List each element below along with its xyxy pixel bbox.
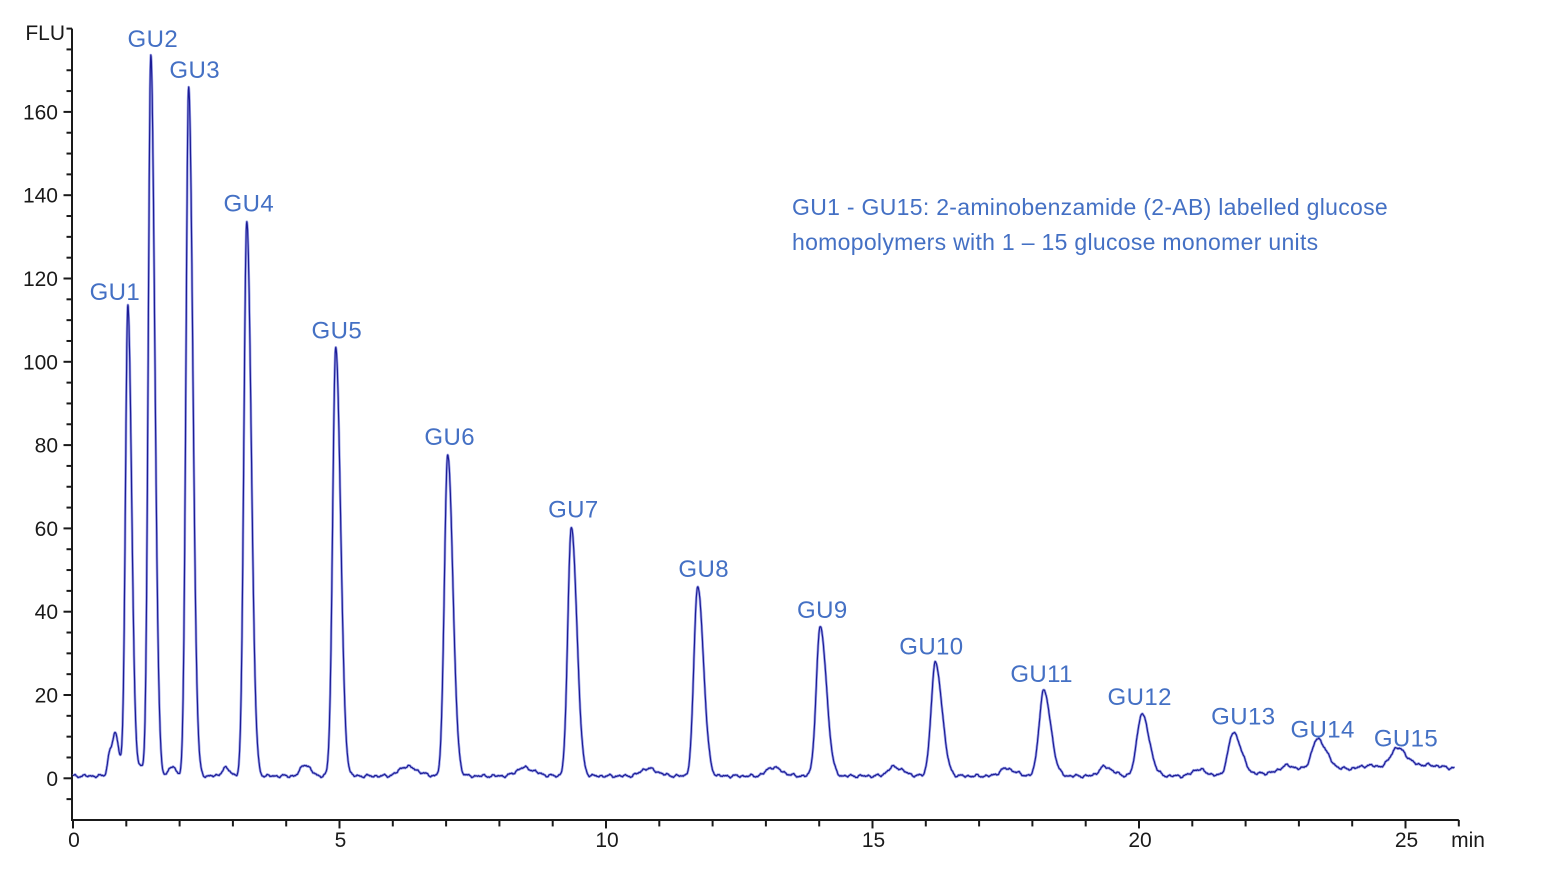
x-tick-label: 0 xyxy=(68,829,80,852)
peak-label-gu8: GU8 xyxy=(678,556,729,583)
x-tick-label: 25 xyxy=(1395,829,1418,852)
peak-label-gu12: GU12 xyxy=(1108,684,1172,711)
peak-label-gu5: GU5 xyxy=(312,317,363,344)
peak-label-gu15: GU15 xyxy=(1374,726,1438,753)
peak-label-gu10: GU10 xyxy=(899,633,963,660)
peak-label-gu1: GU1 xyxy=(90,279,141,306)
trace-layer xyxy=(72,53,1456,780)
peak-label-gu7: GU7 xyxy=(548,496,599,523)
peak-label-gu3: GU3 xyxy=(169,57,220,84)
y-tick-label: 60 xyxy=(35,518,58,541)
y-tick-label: 120 xyxy=(23,268,58,291)
peak-label-gu11: GU11 xyxy=(1010,661,1073,688)
y-tick-label: 80 xyxy=(35,435,58,458)
peak-label-gu2: GU2 xyxy=(128,26,179,53)
peak-label-gu9: GU9 xyxy=(797,597,848,624)
peak-label-gu14: GU14 xyxy=(1290,716,1354,743)
y-tick-label: 140 xyxy=(23,185,58,208)
peak-label-gu13: GU13 xyxy=(1211,703,1275,730)
chromatogram-trace xyxy=(72,54,1455,779)
x-tick-label: 10 xyxy=(595,829,618,852)
chromatogram-trace-halo xyxy=(72,53,1456,780)
x-tick-label: 5 xyxy=(335,829,347,852)
peak-label-layer: GU1 GU2 GU3 GU4 GU5 GU6 GU7 GU8 GU9 GU10 GU11 GU12 G… xyxy=(90,26,1438,753)
annotation-line-2: homopolymers with 1 – 15 glucose monomer… xyxy=(792,229,1318,255)
x-axis-unit-label: min xyxy=(1451,829,1485,852)
y-tick-label: 40 xyxy=(35,601,58,624)
x-tick-label: 15 xyxy=(862,829,885,852)
peak-label-gu4: GU4 xyxy=(224,190,275,217)
x-tick-label: 20 xyxy=(1128,829,1151,852)
y-tick-label: 0 xyxy=(46,768,58,791)
annotation-line-1: GU1 - GU15: 2-aminobenzamide (2-AB) labe… xyxy=(792,194,1388,220)
peak-label-gu6: GU6 xyxy=(424,424,475,451)
y-tick-label: 100 xyxy=(23,351,58,374)
y-axis-unit-label: FLU xyxy=(25,22,65,45)
axis-layer: 0 20 40 60 80 100 120 140 160 0 5 10 15 20 25 xyxy=(23,27,1460,852)
y-tick-label: 160 xyxy=(23,101,58,124)
y-tick-label: 20 xyxy=(35,685,58,708)
